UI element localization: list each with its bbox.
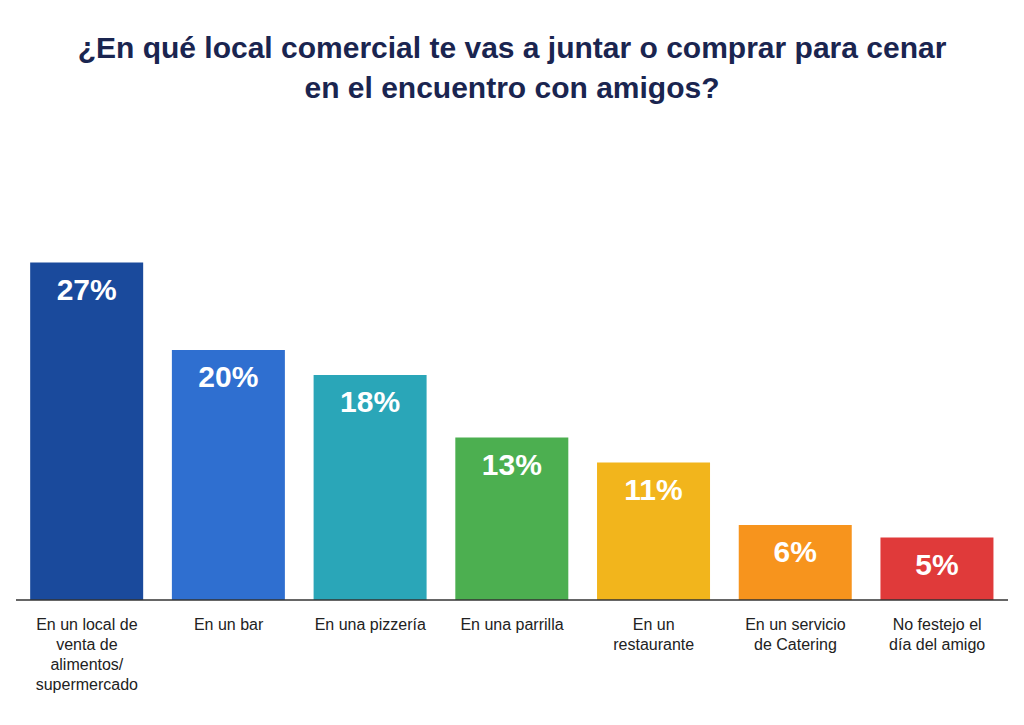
svg-text:6%: 6% <box>774 535 817 568</box>
svg-text:13%: 13% <box>482 448 542 481</box>
svg-text:11%: 11% <box>624 473 682 506</box>
svg-text:18%: 18% <box>340 385 400 418</box>
svg-text:En un serviciode Catering: En un serviciode Catering <box>745 616 846 653</box>
svg-text:En una pizzería: En una pizzería <box>315 616 426 633</box>
svg-text:27%: 27% <box>57 273 117 306</box>
svg-text:20%: 20% <box>198 360 258 393</box>
svg-text:5%: 5% <box>915 548 958 581</box>
svg-text:En un local deventa dealimento: En un local deventa dealimentos/supermer… <box>36 616 138 693</box>
svg-text:En un bar: En un bar <box>194 616 264 633</box>
svg-text:En una parrilla: En una parrilla <box>460 616 563 633</box>
html-text:¿En qué local comercial te vas: ¿En qué local comercial te vas a juntar … <box>77 31 947 104</box>
svg-text:En unrestaurante: En unrestaurante <box>613 616 694 653</box>
svg-text:No festejo eldía del amigo: No festejo eldía del amigo <box>889 616 985 653</box>
